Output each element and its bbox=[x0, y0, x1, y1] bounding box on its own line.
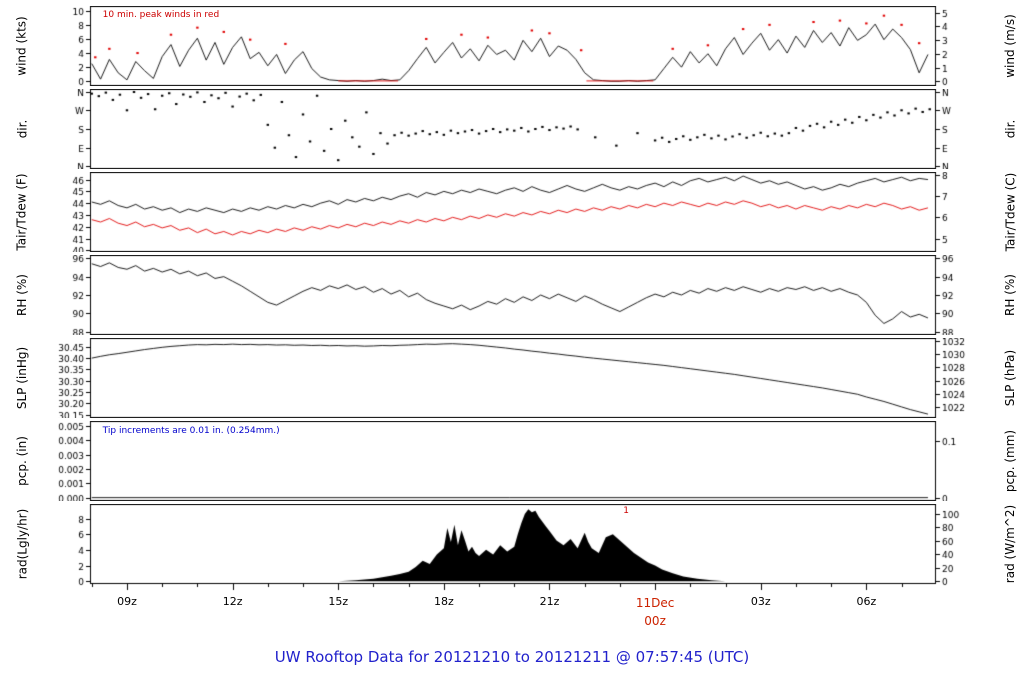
y-axis-title-right-rad: rad (W/m^2) bbox=[1003, 504, 1017, 584]
x-tick-label-00z: 11Dec 00z bbox=[635, 596, 675, 628]
panels-container: wind (kts) wind (m/s) 10 min. peak winds i… bbox=[0, 6, 1024, 594]
annotation-rad: 1 bbox=[623, 505, 629, 516]
panel-canvas-rad bbox=[0, 504, 1024, 594]
x-tick-label-03z: 03z bbox=[750, 595, 771, 608]
panel-canvas-pcp bbox=[0, 421, 1024, 501]
y-axis-title-right-dir: dir. bbox=[1003, 119, 1018, 139]
y-axis-title-right-tair: Tair/Tdew (C) bbox=[1003, 172, 1017, 252]
annotation-wind: 10 min. peak winds in red bbox=[102, 10, 220, 20]
y-axis-title-right-wind: wind (m/s) bbox=[1003, 14, 1018, 78]
panel-canvas-dir bbox=[0, 89, 1024, 169]
y-axis-title-left-pcp: pcp. (in) bbox=[15, 436, 30, 486]
panel-wind: wind (kts) wind (m/s) 10 min. peak winds i… bbox=[0, 6, 1024, 86]
y-axis-title-right-rh: RH (%) bbox=[1003, 274, 1018, 316]
figure-title: UW Rooftop Data for 20121210 to 20121211… bbox=[274, 648, 750, 666]
y-axis-title-left-slp: SLP (inHg) bbox=[15, 346, 30, 410]
panel-canvas-tair bbox=[0, 172, 1024, 252]
panel-rh: RH (%) RH (%) bbox=[0, 255, 1024, 335]
panel-slp: SLP (inHg) SLP (hPa) bbox=[0, 338, 1024, 418]
panel-tair: Tair/Tdew (F) Tair/Tdew (C) bbox=[0, 172, 1024, 252]
y-axis-title-left-rh: RH (%) bbox=[15, 274, 30, 316]
panel-dir: dir. dir. bbox=[0, 89, 1024, 169]
panel-canvas-wind bbox=[0, 6, 1024, 86]
x-tick-label-12z: 12z bbox=[222, 595, 243, 608]
panel-canvas-rh bbox=[0, 255, 1024, 335]
panel-rad: rad(Lgly/hr) rad (W/m^2) 1 bbox=[0, 504, 1024, 594]
y-axis-title-right-slp: SLP (hPa) bbox=[1003, 349, 1017, 407]
x-tick-label-21z: 21z bbox=[539, 595, 560, 608]
y-axis-title-left-wind: wind (kts) bbox=[15, 16, 29, 76]
x-tick-label-18z: 18z bbox=[433, 595, 454, 608]
y-axis-title-right-pcp: pcp. (mm) bbox=[1003, 429, 1018, 493]
y-axis-title-left-tair: Tair/Tdew (F) bbox=[15, 173, 30, 251]
panel-pcp: pcp. (in) pcp. (mm) Tip increments are 0.0… bbox=[0, 421, 1024, 501]
x-tick-label-09z: 09z bbox=[117, 595, 137, 608]
x-axis-labels: 09z 12z 15z 18z 21z 11Dec 00z 03z 06z bbox=[0, 592, 1024, 636]
x-tick-label-06z: 06z bbox=[856, 595, 877, 608]
x-tick-label-15z: 15z bbox=[328, 595, 349, 608]
panel-canvas-slp bbox=[0, 338, 1024, 418]
y-axis-title-left-rad: rad(Lgly/hr) bbox=[15, 508, 29, 580]
y-axis-title-left-dir: dir. bbox=[15, 119, 30, 139]
annotation-pcp: Tip increments are 0.01 in. (0.254mm.) bbox=[102, 425, 280, 436]
